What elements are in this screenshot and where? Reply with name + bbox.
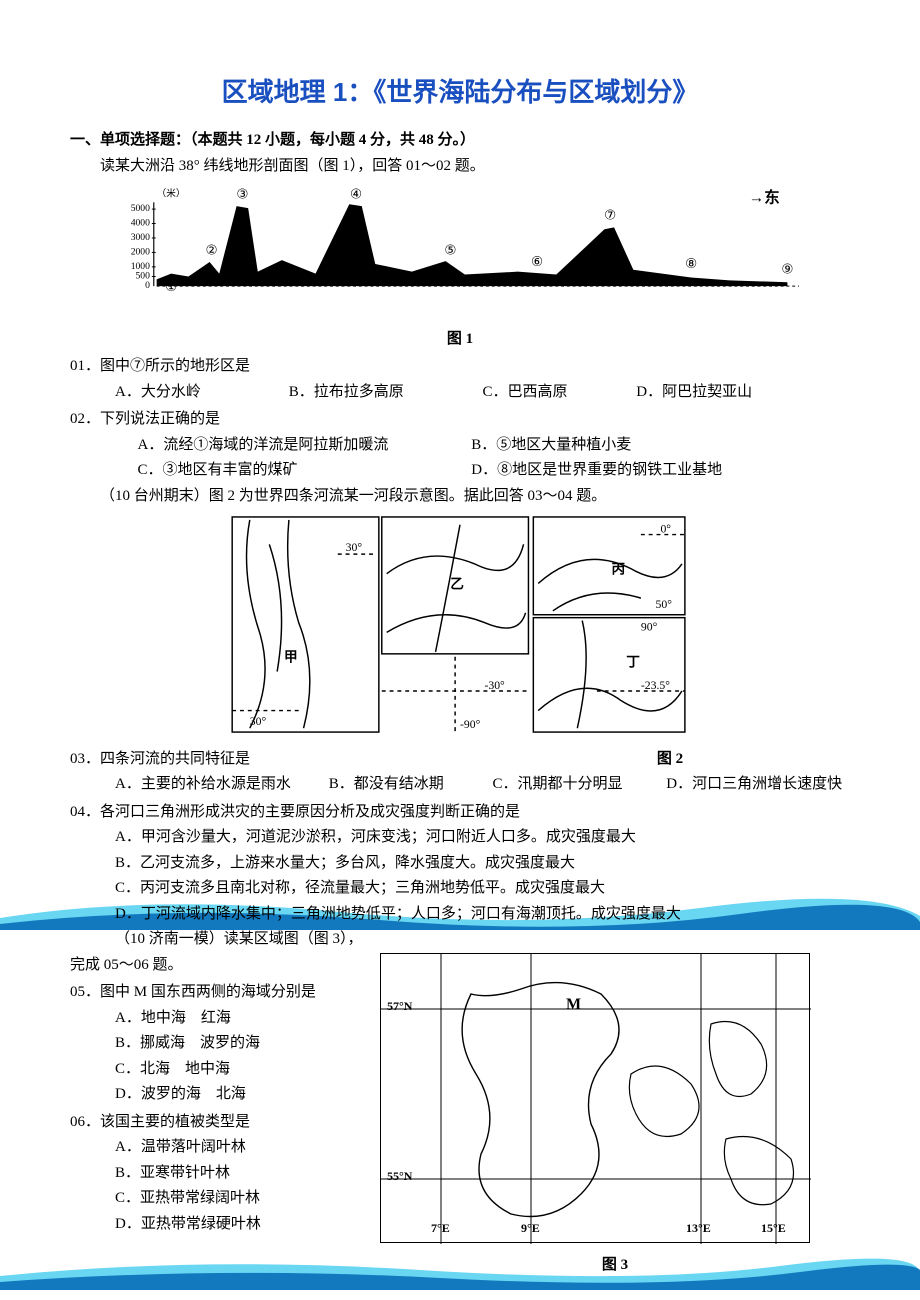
q05-stem: 05．图中 M 国东西两侧的海域分别是 <box>70 980 360 1006</box>
q05-opt-a: A．地中海 红海 <box>70 1006 360 1032</box>
q05-opt-d: D．波罗的海 北海 <box>70 1082 360 1108</box>
question-06: 06．该国主要的植被类型是 A．温带落叶阔叶林 B．亚寒带针叶林 C．亚热带常绿… <box>70 1110 360 1238</box>
svg-text:30°: 30° <box>250 715 267 728</box>
svg-text:丙: 丙 <box>612 562 626 577</box>
figure-3: M 57°N 55°N 7°E 9°E 13°E 15°E <box>380 953 810 1243</box>
figure-1-caption: 图 1 <box>70 327 850 353</box>
q06-opt-b: B．亚寒带针叶林 <box>70 1161 360 1187</box>
figure-2-caption: 图 2 <box>490 747 850 773</box>
question-03-opts: A．主要的补给水源是雨水 B．都没有结冰期 C．汛期都十分明显 D．河口三角洲增… <box>70 772 850 798</box>
intro-3b: 完成 05～06 题。 <box>70 953 360 979</box>
q01-stem: 01．图中⑦所示的地形区是 <box>70 354 850 380</box>
svg-text:2000: 2000 <box>131 247 150 258</box>
svg-text:乙: 乙 <box>450 577 464 592</box>
q04-opt-b: B．乙河支流多，上游来水量大；多台风，降水强度大。成灾强度最大 <box>70 851 850 877</box>
svg-text:0: 0 <box>145 280 150 291</box>
q06-opt-c: C．亚热带常绿阔叶林 <box>70 1186 360 1212</box>
fig3-lon-0: 7°E <box>431 1218 450 1238</box>
q02-opt-a: A．流经①海域的洋流是阿拉斯加暖流 <box>138 433 468 459</box>
figure-1: （米） 5000 4000 3000 2000 1000 500 0 →东 ① … <box>70 185 850 352</box>
svg-text:丁: 丁 <box>626 655 640 670</box>
q01-opt-c: C．巴西高原 <box>483 380 633 406</box>
svg-text:→东: →东 <box>749 188 780 207</box>
q03-opt-a: A．主要的补给水源是雨水 <box>115 772 325 798</box>
svg-text:⑥: ⑥ <box>531 254 543 269</box>
fig3-lat-top: 57°N <box>387 996 412 1016</box>
svg-text:3000: 3000 <box>131 232 150 243</box>
q02-stem: 02．下列说法正确的是 <box>70 407 850 433</box>
svg-text:0°: 0° <box>660 523 671 536</box>
svg-text:②: ② <box>206 243 218 258</box>
svg-text:90°: 90° <box>641 621 658 634</box>
svg-text:30°: 30° <box>346 541 363 554</box>
q06-opt-d: D．亚热带常绿硬叶林 <box>70 1212 360 1238</box>
fig3-lon-2: 13°E <box>686 1218 711 1238</box>
q03-stem: 03．四条河流的共同特征是 <box>70 747 490 773</box>
page-title: 区域地理 1：《世界海陆分布与区域划分》 <box>70 70 850 114</box>
svg-text:④: ④ <box>350 187 362 202</box>
fig3-lon-3: 15°E <box>761 1218 786 1238</box>
q03-opt-c: C．汛期都十分明显 <box>493 772 663 798</box>
q02-opt-c: C．③地区有丰富的煤矿 <box>138 458 468 484</box>
svg-text:-23.5°: -23.5° <box>641 679 670 692</box>
svg-text:5000: 5000 <box>131 203 150 214</box>
q05-opt-b: B．挪威海 波罗的海 <box>70 1031 360 1057</box>
q05-opt-c: C．北海 地中海 <box>70 1057 360 1083</box>
section-1-head: 一、单项选择题：（本题共 12 小题，每小题 4 分，共 48 分。） <box>70 128 850 154</box>
q06-stem: 06．该国主要的植被类型是 <box>70 1110 360 1136</box>
intro-3a: （10 济南一模）读某区域图（图 3）， <box>70 927 850 953</box>
svg-text:甲: 甲 <box>284 650 298 665</box>
intro-1: 读某大洲沿 38° 纬线地形剖面图（图 1），回答 01～02 题。 <box>70 154 850 180</box>
fig3-lon-1: 9°E <box>521 1218 540 1238</box>
question-02: 02．下列说法正确的是 A．流经①海域的洋流是阿拉斯加暖流 B．⑤地区大量种植小… <box>70 407 850 484</box>
q04-opt-a: A．甲河含沙量大，河道泥沙淤积，河床变浅；河口附近人口多。成灾强度最大 <box>70 825 850 851</box>
q03-opt-b: B．都没有结冰期 <box>329 772 489 798</box>
fig1-ylabel: （米） <box>157 188 186 200</box>
svg-text:①: ① <box>165 279 177 294</box>
svg-text:⑤: ⑤ <box>444 243 456 258</box>
q01-opt-b: B．拉布拉多高原 <box>289 380 479 406</box>
svg-text:4000: 4000 <box>131 218 150 229</box>
svg-text:50°: 50° <box>656 598 673 611</box>
svg-text:-30°: -30° <box>484 679 505 692</box>
intro-2: （10 台州期末）图 2 为世界四条河流某一河段示意图。据此回答 03～04 题… <box>70 484 850 510</box>
question-01: 01．图中⑦所示的地形区是 A．大分水岭 B．拉布拉多高原 C．巴西高原 D．阿… <box>70 354 850 405</box>
q04-stem: 04．各河口三角洲形成洪灾的主要原因分析及成灾强度判断正确的是 <box>70 800 850 826</box>
q01-opt-d: D．阿巴拉契亚山 <box>636 380 796 406</box>
question-05: 05．图中 M 国东西两侧的海域分别是 A．地中海 红海 B．挪威海 波罗的海 … <box>70 980 360 1108</box>
svg-text:⑦: ⑦ <box>604 208 616 223</box>
svg-text:M: M <box>566 996 581 1013</box>
q02-opt-b: B．⑤地区大量种植小麦 <box>471 433 631 459</box>
figure-2: 甲 乙 丙 丁 30° 30° -30° -90° 0° 50° 90° -23… <box>70 515 850 745</box>
q04-opt-c: C．丙河支流多且南北对称，径流量最大；三角洲地势低平。成灾强度最大 <box>70 876 850 902</box>
svg-text:③: ③ <box>236 187 248 202</box>
svg-text:⑧: ⑧ <box>685 256 697 271</box>
q02-opt-d: D．⑧地区是世界重要的钢铁工业基地 <box>471 458 722 484</box>
q01-opt-a: A．大分水岭 <box>115 380 285 406</box>
q06-opt-a: A．温带落叶阔叶林 <box>70 1135 360 1161</box>
svg-text:-90°: -90° <box>460 718 481 731</box>
question-04: 04．各河口三角洲形成洪灾的主要原因分析及成灾强度判断正确的是 A．甲河含沙量大… <box>70 800 850 928</box>
q03-opt-d: D．河口三角洲增长速度快 <box>666 772 842 798</box>
figure-3-caption: 图 3 <box>380 1253 850 1279</box>
q04-opt-d: D．丁河流域内降水集中；三角洲地势低平；人口多；河口有海潮顶托。成灾强度最大 <box>70 902 850 928</box>
svg-text:⑨: ⑨ <box>781 262 793 277</box>
fig3-lat-bot: 55°N <box>387 1166 412 1186</box>
